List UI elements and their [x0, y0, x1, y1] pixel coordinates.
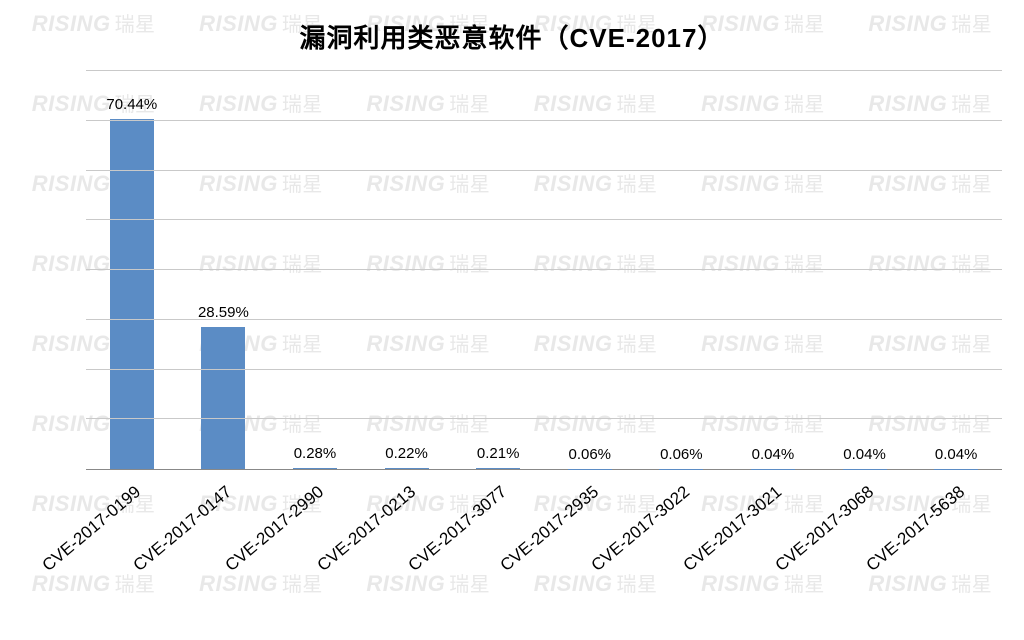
grid-line: [86, 369, 1002, 370]
bar: [476, 468, 520, 469]
grid-line: [86, 269, 1002, 270]
plot-area: 70.44% 28.59% 0.28% 0.22% 0.21% 0.06% 0.06% 0.0…: [86, 71, 1002, 470]
bar-value-label: 0.04%: [935, 446, 978, 463]
bar-value-label: 0.06%: [660, 446, 703, 463]
grid-line: [86, 70, 1002, 71]
bar-slot: 0.06%: [544, 71, 636, 469]
bar-slot: 70.44%: [86, 71, 178, 469]
bar-slot: 0.04%: [727, 71, 819, 469]
grid-line: [86, 319, 1002, 320]
bar: [201, 327, 245, 469]
bar-value-label: 70.44%: [106, 96, 157, 113]
chart-title: 漏洞利用类恶意软件（CVE-2017）: [0, 0, 1024, 61]
bar-value-label: 0.06%: [568, 446, 611, 463]
xlabel-slot: CVE-2017-5638: [910, 470, 1002, 640]
bar-slot: 0.06%: [636, 71, 728, 469]
bar: [385, 468, 429, 469]
bar-value-label: 0.22%: [385, 445, 428, 462]
grid-line: [86, 170, 1002, 171]
bar-value-label: 0.28%: [294, 445, 337, 462]
bar-slot: 0.28%: [269, 71, 361, 469]
bar-value-label: 0.21%: [477, 445, 520, 462]
bar-slot: 28.59%: [178, 71, 270, 469]
bar-slot: 0.04%: [819, 71, 911, 469]
bars-group: 70.44% 28.59% 0.28% 0.22% 0.21% 0.06% 0.06% 0.0…: [86, 71, 1002, 469]
grid-line: [86, 120, 1002, 121]
bar: [293, 468, 337, 469]
x-axis-labels: CVE-2017-0199CVE-2017-0147CVE-2017-2990C…: [86, 470, 1002, 640]
bar-value-label: 0.04%: [843, 446, 886, 463]
x-axis-label: CVE-2017-0199: [38, 482, 144, 576]
chart-plot: 70.44% 28.59% 0.28% 0.22% 0.21% 0.06% 0.06% 0.0…: [22, 71, 1002, 640]
bar-slot: 0.04%: [910, 71, 1002, 469]
bar-slot: 0.21%: [452, 71, 544, 469]
grid-line: [86, 418, 1002, 419]
bar-value-label: 0.04%: [752, 446, 795, 463]
bar-slot: 0.22%: [361, 71, 453, 469]
grid-line: [86, 219, 1002, 220]
chart-container: 漏洞利用类恶意软件（CVE-2017） 70.44% 28.59% 0.28% 0.2…: [0, 0, 1024, 640]
bar: [110, 119, 154, 469]
